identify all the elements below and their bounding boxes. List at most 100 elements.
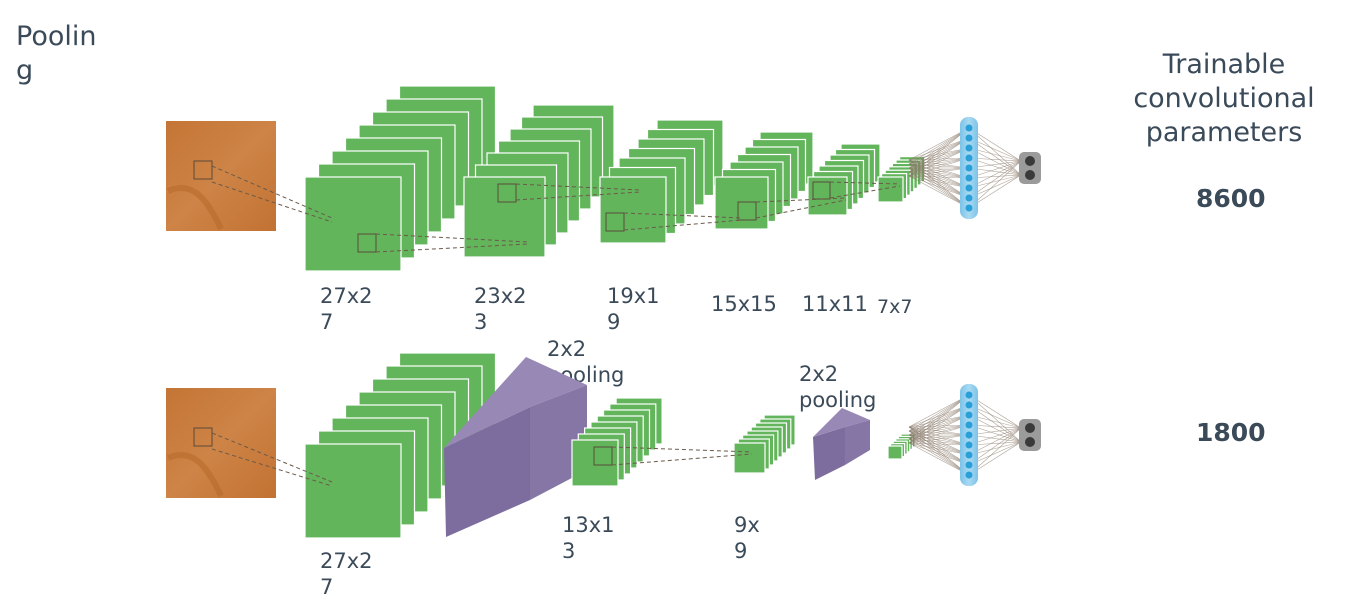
row2-network (166, 352, 1041, 539)
receptive-field-line (829, 185, 901, 199)
fc-neuron (965, 204, 973, 212)
connection-line (908, 147, 970, 161)
connection-line (908, 442, 970, 476)
pool-front-face (813, 427, 845, 480)
row1-dim-5: 11x11 (802, 292, 868, 316)
connection-line (908, 167, 970, 199)
row1-dim-3: 19x1 9 (607, 284, 660, 334)
kernel-box (497, 183, 517, 203)
input-texture (166, 184, 224, 231)
conv-layer-2 (571, 397, 663, 487)
fc-neuron (965, 164, 973, 172)
connection-line (908, 426, 970, 456)
conv-layer-5 (807, 143, 881, 216)
conv-layer-1 (304, 352, 497, 539)
connection-line (908, 426, 970, 436)
connection-line (908, 137, 970, 161)
kernel-box (593, 446, 613, 466)
receptive-field-line (611, 446, 753, 453)
connection-line (908, 159, 970, 209)
fc-neuron (965, 461, 973, 469)
receptive-field-line (829, 181, 901, 185)
conv-layer-4 (714, 131, 814, 230)
connection-line (908, 163, 970, 199)
input-image (166, 121, 276, 231)
fc-neuron (965, 441, 973, 449)
fc-neuron (965, 391, 973, 399)
receptive-field-line (755, 199, 847, 219)
pool-front-face (444, 407, 530, 537)
connection-line (908, 414, 970, 428)
row1-network (166, 85, 1041, 272)
conv-layer-2 (463, 104, 615, 258)
connection-line (908, 426, 970, 476)
pool-top-face (813, 408, 870, 437)
connection-line (908, 159, 970, 169)
feature-map-layer (599, 176, 667, 244)
row1-dim-6: 7x7 (877, 296, 913, 318)
feature-map-layer (733, 442, 766, 474)
kernel-box (737, 201, 757, 221)
fc-neuron (965, 451, 973, 459)
pool-side-face (845, 420, 870, 465)
connection-line (908, 426, 970, 446)
connection-line (908, 434, 970, 466)
max-pool-2 (813, 408, 870, 480)
fc-neuron (965, 194, 973, 202)
feature-map-layer (571, 439, 619, 487)
feature-map-layer (304, 443, 402, 539)
feature-map-layer (463, 176, 546, 258)
fc-neuron (965, 134, 973, 142)
receptive-field-line (623, 212, 743, 219)
connection-line (908, 171, 970, 209)
receptive-field-line (755, 197, 847, 203)
connection-line (908, 159, 970, 189)
params-column-header: Trainable convolutional parameters (1133, 49, 1315, 148)
input-texture (166, 451, 224, 498)
connection-line (908, 438, 970, 466)
connection-line (908, 163, 970, 209)
feature-map-layer (887, 445, 903, 460)
receptive-field-line (211, 432, 333, 483)
row2-dim-3: 9x 9 (734, 513, 760, 563)
connection-line (908, 171, 970, 199)
receptive-field-line (211, 181, 333, 223)
fc-neuron (965, 411, 973, 419)
fc-neuron (965, 401, 973, 409)
connection-line (908, 167, 970, 209)
fc-neuron (965, 471, 973, 479)
pool-top-face (444, 357, 587, 448)
feature-map-layer (807, 176, 848, 216)
receptive-field-line (211, 165, 333, 219)
connection-line (908, 430, 970, 466)
fc-neuron (965, 184, 973, 192)
connection-line (908, 394, 970, 428)
row2-dim-1: 27x2 7 (320, 549, 373, 599)
row2-pool-label-2: 2x2 pooling (799, 362, 877, 412)
fc-neuron (965, 144, 973, 152)
connection-line (908, 404, 970, 428)
row2-dim-2: 13x1 3 (562, 513, 615, 563)
row1-param-count: 8600 (1196, 184, 1266, 213)
connection-line (908, 438, 970, 476)
output-node-box (1019, 419, 1041, 451)
conv-layer-3 (599, 119, 724, 244)
fc-neuron (965, 154, 973, 162)
output-neuron (1025, 423, 1035, 433)
fully-connected-layer (908, 384, 1041, 486)
input-image (166, 388, 276, 498)
kernel-box (193, 160, 213, 180)
connection-line (908, 175, 970, 209)
fc-neuron (965, 174, 973, 182)
kernel-box (605, 212, 625, 232)
fully-connected-layer (908, 117, 1041, 219)
receptive-field-line (611, 453, 753, 466)
connection-line (908, 175, 970, 199)
kernel-box (357, 233, 377, 253)
receptive-field-line (623, 219, 743, 231)
fc-neuron (965, 124, 973, 132)
connection-line (908, 426, 970, 466)
output-neuron (1025, 437, 1035, 447)
connection-line (908, 430, 970, 476)
